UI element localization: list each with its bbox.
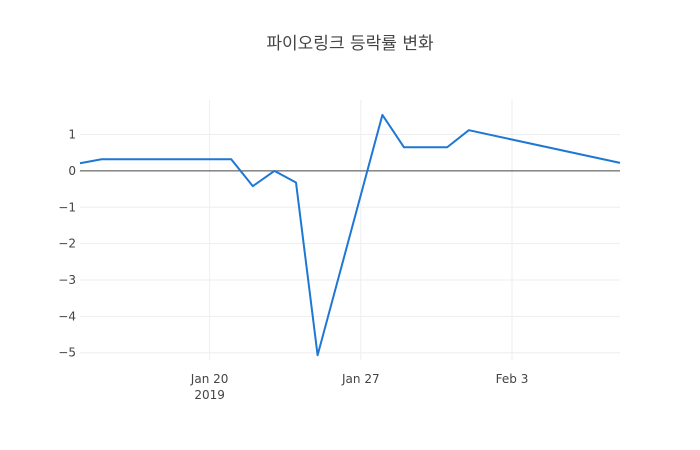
y-tick-label: 1: [68, 128, 76, 142]
data-point: [424, 145, 428, 149]
data-point: [164, 157, 168, 161]
data-point: [380, 113, 384, 117]
data-point: [251, 184, 255, 188]
y-tick-label: −2: [58, 237, 76, 251]
y-tick-label: −1: [58, 200, 76, 214]
data-point: [143, 157, 147, 161]
data-point: [100, 157, 104, 161]
chart-title: 파이오링크 등락률 변화: [266, 34, 434, 54]
y-tick-label: −3: [58, 273, 76, 287]
data-point: [294, 181, 298, 185]
x-tick-label: Feb 3: [496, 372, 529, 386]
series-layer: [78, 113, 622, 357]
data-point: [121, 157, 125, 161]
data-point: [229, 157, 233, 161]
data-point: [618, 161, 622, 165]
y-tick-label: 0: [68, 164, 76, 178]
data-point: [316, 353, 320, 357]
data-point: [445, 145, 449, 149]
grid-layer: [80, 100, 620, 360]
data-point: [272, 169, 276, 173]
y-tick-label: −5: [58, 346, 76, 360]
x-tick-sublabel: 2019: [194, 388, 225, 402]
series-line: [79, 113, 621, 357]
y-tick-label: −4: [58, 309, 76, 323]
data-point: [78, 161, 82, 165]
data-point: [402, 145, 406, 149]
x-tick-label: Jan 27: [341, 372, 380, 386]
axis-layer: 1 0 −1 −2 −3 −4 −5 Jan 20 2019 Jan 27 Feb 3: [58, 128, 528, 402]
x-tick-label: Jan 20: [190, 372, 229, 386]
data-point: [467, 128, 471, 132]
